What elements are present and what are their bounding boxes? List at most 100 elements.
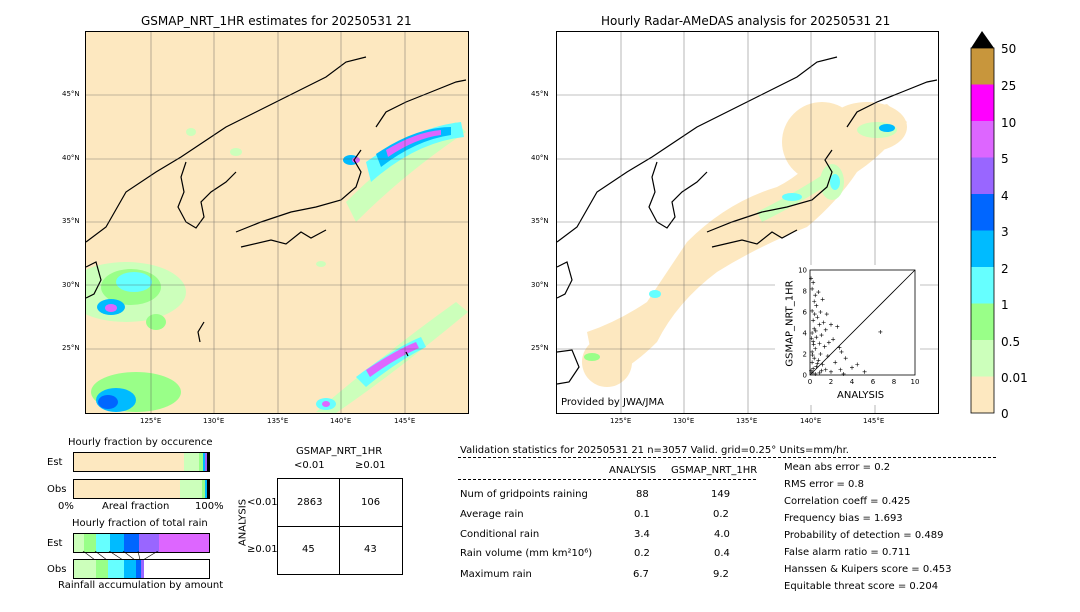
right-lat-label-25: 25°N [531,344,549,352]
scatter-point [810,360,815,365]
validation-row-gsmap: 4.0 [714,529,730,540]
scatter-point [817,341,822,346]
left-lat-label-40: 40°N [62,154,80,162]
colorbar-segment [971,48,994,85]
scatter-point [822,344,827,349]
scatter-point [826,340,831,345]
validation-col-gsmap: GSMAP_NRT_1HR [671,465,758,476]
scatter-point [839,349,844,354]
scatter-point [811,339,816,344]
validation-row-label: Rain volume (mm km²10⁶) [460,548,593,559]
scatter-point [825,354,830,359]
left-lat-label-30: 30°N [62,281,80,289]
scatter-point [817,322,822,327]
total-obs-bar [73,559,210,579]
scatter-inset: 0 2 4 6 8 10 0 2 4 6 8 10 [775,265,920,405]
scatter-point [862,369,867,374]
colorbar-segment [971,340,994,377]
colorbar-extend-arrow [971,31,994,48]
scatter-point [814,335,819,340]
scatter-x-tick-label: 10 [911,378,920,386]
scatter-point [829,322,833,327]
colorbar-label-3: 3 [1001,225,1009,239]
occurrence-title: Hourly fraction by occurence [68,437,213,448]
scatter-point [878,329,883,334]
scatter-point [833,360,838,365]
scatter-point [831,337,836,342]
left-lat-label-25: 25°N [62,344,80,352]
right-map-title: Hourly Radar-AMeDAS analysis for 2025053… [601,14,891,28]
validation-col-analysis: ANALYSIS [609,465,657,476]
total-obs-label: Obs [47,564,67,575]
validation-header: Validation statistics for 20250531 21 n=… [460,445,849,456]
scatter-point [821,320,826,325]
scatter-point [820,297,825,302]
score-frequency-bias: Frequency bias = 1.693 [784,513,903,524]
areal-axis-left: 0% [58,501,74,512]
left-lon-label-135: 135°E [267,417,289,425]
scatter-point [837,345,842,350]
scatter-point [811,366,816,371]
scatter-point [829,369,833,374]
scatter-point [814,364,819,369]
occurrence-est-bar [73,452,210,472]
colorbar-segment [971,267,994,304]
colorbar-segment [971,84,994,121]
right-lat-label-40: 40°N [531,154,549,162]
colorbar-segment [971,121,994,158]
scatter-point [813,371,818,376]
scatter-x-tick-label: 8 [892,378,896,386]
scatter-y-tick-label: 2 [803,351,807,359]
scatter-point [810,308,815,313]
validation-row-analysis: 3.4 [634,529,650,540]
scatter-point [835,324,840,329]
score-hk: Hanssen & Kuipers score = 0.453 [784,564,952,575]
scatter-y-tick-label: 0 [803,372,807,380]
scatter-point [823,327,828,332]
left-gridlines [86,32,468,413]
scatter-point [841,371,846,376]
colorbar-segment [971,157,994,194]
scatter-point [855,362,860,367]
colorbar-label-50: 50 [1001,42,1017,56]
scatter-point [811,280,816,285]
colorbar-label-2: 2 [1001,262,1009,276]
colorbar-label-0.5: 0.5 [1001,335,1021,349]
score-mean-abs-error: Mean abs error = 0.2 [784,462,891,473]
right-map-credit: Provided by JWA/JMA [561,397,664,408]
left-lon-label-145: 145°E [394,417,416,425]
validation-col-rule [458,479,756,480]
contingency-row-ge: ≥0.01 [247,544,278,555]
scatter-point [812,326,817,331]
occurrence-obs-bar [73,479,210,499]
scatter-one-to-one-line [809,269,916,376]
scatter-point [814,303,819,308]
scatter-xlabel: ANALYSIS [837,390,885,401]
validation-row-label: Conditional rain [460,529,540,540]
left-lon-label-140: 140°E [330,417,352,425]
scatter-point [815,361,820,366]
contingency-col-ge: ≥0.01 [355,460,386,471]
scatter-y-tick-label: 8 [803,288,807,296]
contingency-cell-false-alarm: 106 [361,497,381,508]
right-lon-label-140: 140°E [800,417,822,425]
left-lon-label-130: 130°E [203,417,225,425]
scatter-point [810,286,815,291]
validation-row-gsmap: 9.2 [713,569,729,580]
scatter-point [816,358,821,363]
scatter-y-tick-label: 4 [803,330,808,338]
score-pod: Probability of detection = 0.489 [784,530,944,541]
scatter-point [812,299,817,304]
left-map [85,31,469,414]
scatter-point [818,310,823,314]
colorbar-label-1: 1 [1001,298,1009,312]
left-precip-layer [86,122,468,413]
right-map [556,31,939,414]
scatter-point [811,318,816,323]
colorbar-segment [971,230,994,267]
left-lat-label-35: 35°N [62,217,80,225]
contingency-row-lt: <0.01 [247,497,278,508]
validation-row-analysis: 6.7 [633,569,649,580]
colorbar-label-4: 4 [1001,189,1009,203]
scatter-point [812,312,817,317]
